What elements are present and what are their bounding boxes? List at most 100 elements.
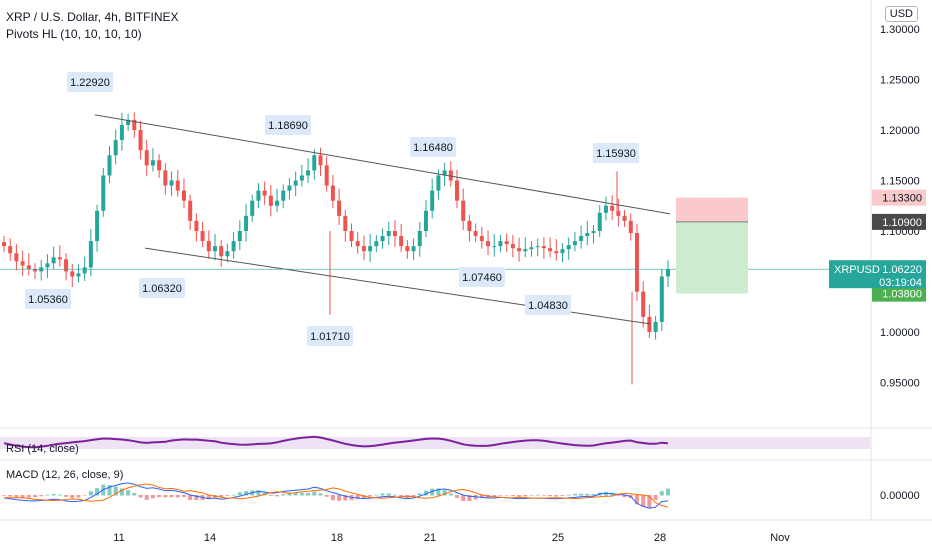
macd-histogram-bar bbox=[616, 495, 621, 496]
candle-body bbox=[492, 246, 497, 248]
macd-histogram-bar bbox=[392, 494, 397, 496]
candle-body bbox=[566, 245, 571, 250]
price-scale-label: 1.25000 bbox=[880, 75, 920, 87]
pivot-label: 1.07460 bbox=[459, 267, 505, 287]
macd-histogram-bar bbox=[523, 495, 528, 497]
candle-body bbox=[101, 175, 106, 211]
candle-body bbox=[330, 185, 335, 201]
candle-body bbox=[647, 316, 652, 332]
macd-histogram-bar bbox=[455, 495, 460, 499]
currency-button[interactable]: USD bbox=[884, 6, 918, 22]
time-tick-label: 18 bbox=[331, 532, 343, 544]
macd-histogram-bar bbox=[107, 485, 112, 496]
candle-body bbox=[194, 220, 199, 231]
macd-histogram-bar bbox=[548, 495, 553, 497]
candle-body bbox=[641, 291, 646, 317]
macd-histogram-bar bbox=[504, 495, 509, 496]
macd-histogram-bar bbox=[647, 495, 652, 508]
macd-histogram-bar bbox=[95, 488, 100, 496]
price-scale-label: 1.30000 bbox=[880, 24, 920, 36]
candle-body bbox=[244, 215, 249, 231]
macd-histogram-bar bbox=[355, 495, 360, 500]
candle-body bbox=[368, 246, 373, 252]
candle-body bbox=[119, 124, 124, 141]
candle-body bbox=[597, 212, 602, 231]
candle-body bbox=[262, 190, 267, 196]
macd-histogram-bar bbox=[560, 495, 565, 496]
candle-body bbox=[628, 220, 633, 234]
candle-body bbox=[250, 200, 255, 216]
candle-body bbox=[324, 165, 329, 186]
time-tick-label: 28 bbox=[654, 532, 666, 544]
candle-body bbox=[281, 190, 286, 201]
rsi-label: RSI (14, close) bbox=[6, 443, 79, 455]
rsi-band bbox=[0, 437, 870, 449]
candle-body bbox=[107, 155, 112, 176]
candle-body bbox=[616, 210, 621, 216]
pivot-label-text: 1.22920 bbox=[70, 77, 110, 89]
symbol-tag: XRPUSD bbox=[834, 264, 880, 276]
macd-histogram-bar bbox=[150, 495, 155, 499]
candle-body bbox=[76, 273, 81, 277]
candle-body bbox=[144, 150, 149, 166]
macd-histogram-bar bbox=[467, 495, 472, 502]
candle-body bbox=[138, 130, 143, 151]
candle-body bbox=[610, 205, 615, 211]
macd-histogram-bar bbox=[386, 493, 391, 496]
macd-histogram-bar bbox=[529, 495, 534, 496]
candle-body bbox=[423, 210, 428, 231]
pivot-label-box bbox=[307, 326, 353, 346]
macd-histogram-bar bbox=[442, 490, 447, 496]
candle-body bbox=[417, 231, 422, 247]
candle-body bbox=[225, 251, 230, 257]
macd-histogram-bar bbox=[535, 494, 540, 496]
entry-price-tag-bg bbox=[872, 213, 926, 230]
pivot-label: 1.05360 bbox=[25, 289, 71, 309]
pivot-label-text: 1.16480 bbox=[413, 142, 453, 154]
candle-body bbox=[82, 267, 87, 274]
macd-histogram-bar bbox=[517, 495, 522, 497]
macd-histogram-bar bbox=[206, 495, 211, 500]
macd-histogram-bar bbox=[318, 493, 323, 496]
candle-body bbox=[622, 215, 627, 221]
candle-body bbox=[560, 249, 565, 254]
candle-body bbox=[486, 241, 491, 247]
pivot-label-box bbox=[265, 115, 311, 135]
candle-body bbox=[653, 321, 658, 332]
macd-histogram-bar bbox=[510, 495, 515, 496]
candle-body bbox=[275, 200, 280, 206]
macd-histogram-bar bbox=[461, 495, 466, 501]
candle-body bbox=[436, 175, 441, 191]
macd-line bbox=[3, 482, 669, 509]
candle-body bbox=[405, 246, 410, 252]
macd-histogram-bar bbox=[157, 495, 162, 498]
candle-body bbox=[306, 170, 311, 176]
macd-histogram-bar bbox=[76, 495, 81, 498]
candle-body bbox=[504, 241, 509, 245]
pivot-label-text: 1.04830 bbox=[528, 300, 568, 312]
countdown-tag: 03:19:04 bbox=[879, 277, 922, 289]
pivot-label: 1.16480 bbox=[410, 137, 456, 157]
candle-body bbox=[343, 215, 348, 231]
candle-body bbox=[579, 236, 584, 242]
pivot-label-text: 1.05360 bbox=[28, 294, 68, 306]
candle-body bbox=[8, 246, 13, 254]
macd-histogram-bar bbox=[20, 495, 25, 499]
macd-histogram-bar bbox=[622, 495, 627, 498]
macd-histogram-bar bbox=[306, 492, 311, 496]
candle-body bbox=[206, 241, 211, 252]
time-tick-label: Nov bbox=[770, 532, 790, 544]
channel-upper-line bbox=[94, 114, 671, 215]
candle-body bbox=[498, 241, 503, 247]
target-price-tag: 1.03800 bbox=[882, 289, 922, 301]
pivot-label: 1.18690 bbox=[265, 115, 311, 135]
candle-body bbox=[430, 190, 435, 211]
macd-histogram-bar bbox=[541, 495, 546, 496]
macd-label: MACD (12, 26, close, 9) bbox=[6, 469, 124, 481]
macd-histogram-bar bbox=[380, 493, 385, 496]
indicator-label: Pivots HL (10, 10, 10, 10) bbox=[6, 27, 142, 41]
macd-histogram-bar bbox=[132, 493, 137, 496]
pivot-label-text: 1.06320 bbox=[142, 283, 182, 295]
candle-body bbox=[33, 269, 38, 272]
